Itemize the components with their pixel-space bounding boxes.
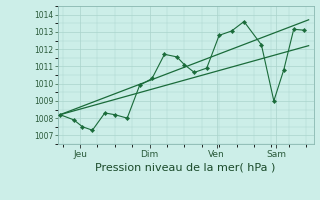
X-axis label: Pression niveau de la mer( hPa ): Pression niveau de la mer( hPa ) bbox=[95, 163, 276, 173]
